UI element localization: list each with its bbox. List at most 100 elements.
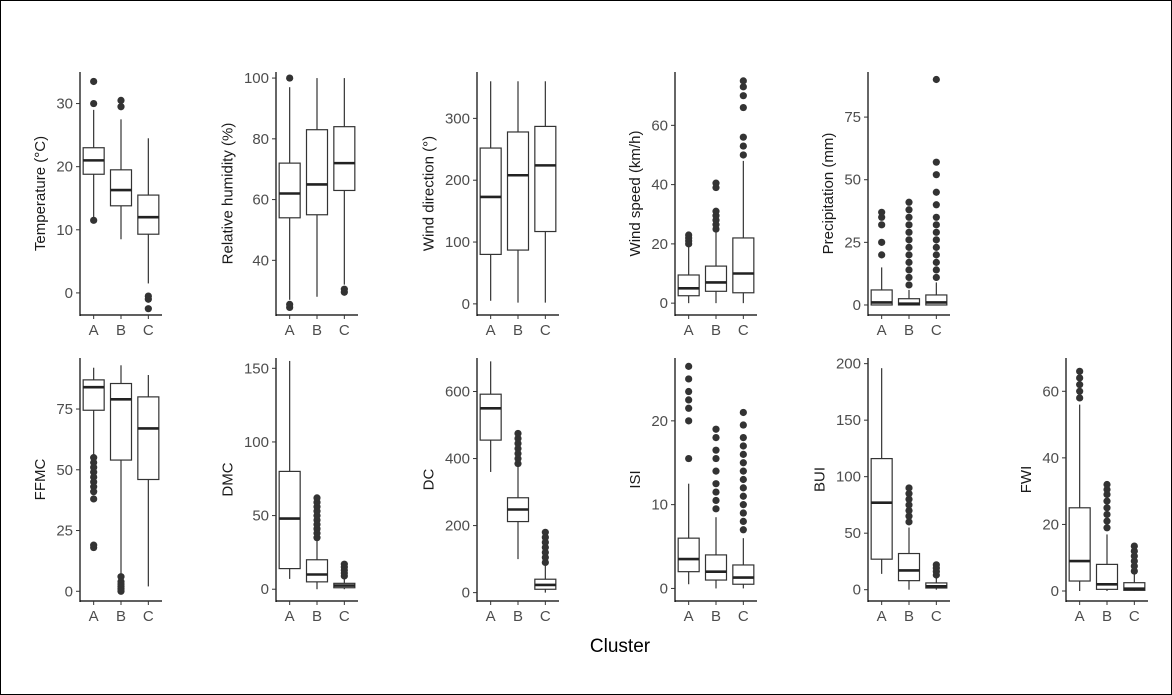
outlier-point [90,77,98,86]
panel-3: 0 20 40 60 Wind speed (km/h) A B C [627,72,757,339]
box-iqr [506,131,530,251]
x-tick-label: B [312,322,322,339]
box-B [1095,480,1119,592]
outlier-point [514,434,522,443]
outlier-point [932,221,940,229]
outlier-point [685,404,693,412]
outlier-point [541,533,549,541]
x-tick-label: A [486,322,496,339]
box-B [305,78,329,297]
y-tick-label: 150 [836,412,861,429]
box-iqr [704,554,728,581]
y-axis-title: Temperature (°C) [32,136,49,251]
y-tick-label: 0 [1051,583,1059,600]
y-tick-label: 600 [445,384,470,401]
y-axis-title: Precipitation (mm) [820,133,837,255]
outlier-point [90,99,98,108]
box-C [137,138,160,313]
box-B [506,81,530,303]
box-iqr [137,194,160,235]
outlier-point [932,251,940,259]
x-tick-label: A [877,608,887,625]
x-tick-label: C [738,322,749,339]
y-tick-label: 100 [244,70,269,87]
y-tick-label: 400 [445,451,470,468]
y-tick-label: 0 [462,296,470,313]
outlier-point [905,490,913,498]
y-tick-label: 0 [462,585,470,602]
outlier-point [905,495,913,503]
outlier-point [90,495,98,503]
box-A [1068,367,1091,592]
box-B [305,494,329,590]
box-A [278,74,301,312]
outlier-point [905,484,913,492]
y-axis-title: DMC [220,462,237,496]
box-A [870,368,893,574]
box-iqr [305,559,329,583]
outlier-point [739,442,747,450]
outlier-point [739,434,747,442]
x-tick-label: A [285,608,295,625]
outlier-point [1130,552,1138,560]
y-axis-title: FFMC [32,459,49,501]
y-tick-label: 20 [651,413,668,430]
outlier-point [541,538,549,546]
box-iqr [925,294,948,306]
x-tick-label: B [513,322,523,339]
box-iqr [137,396,160,481]
outlier-point [878,208,886,216]
outlier-point [286,300,294,308]
y-tick-label: 0 [261,581,269,598]
box-A [278,360,301,579]
outlier-point [878,213,886,221]
outlier-point [1130,557,1138,565]
x-tick-label: A [877,322,887,339]
box-A [677,362,700,585]
outlier-point [117,103,125,111]
y-axis-title: DC [421,469,438,491]
x-tick-label: B [904,322,914,339]
y-axis-title: FWI [1018,466,1035,494]
box-A [677,231,700,304]
box-iqr [1068,507,1091,582]
y-tick-label: 0 [853,582,861,599]
outlier-point [739,408,747,417]
outlier-point [712,496,720,505]
x-tick-label: C [931,608,942,625]
outlier-point [712,488,720,496]
outlier-point [712,434,720,442]
x-tick-label: B [711,322,721,339]
y-tick-label: 25 [56,523,73,540]
box-iqr [333,126,356,192]
outlier-point [739,517,747,525]
box-C [925,561,948,590]
outlier-point [932,188,940,196]
x-tick-label: A [486,608,496,625]
y-tick-label: 0 [660,295,668,312]
outlier-point [117,96,125,105]
y-tick-label: 50 [56,462,73,479]
box-C [534,81,557,303]
outlier-point [739,103,747,112]
x-tick-label: B [1102,608,1112,625]
y-tick-label: 10 [56,222,73,239]
outlier-point [1076,381,1084,389]
outlier-point [739,133,747,141]
y-tick-label: 40 [252,252,269,269]
outlier-point [739,83,747,91]
x-axis-title: Cluster [590,636,651,657]
outlier-point [932,258,940,266]
outlier-point [878,221,886,229]
outlier-point [739,151,747,159]
outlier-point [905,258,913,266]
outlier-point [90,543,98,552]
outlier-point [739,459,747,467]
y-axis-title: Wind speed (km/h) [627,131,644,257]
outlier-point [1076,387,1084,395]
outlier-point [685,387,693,396]
outlier-point [144,295,152,303]
outlier-point [905,243,913,251]
box-A [82,77,105,224]
